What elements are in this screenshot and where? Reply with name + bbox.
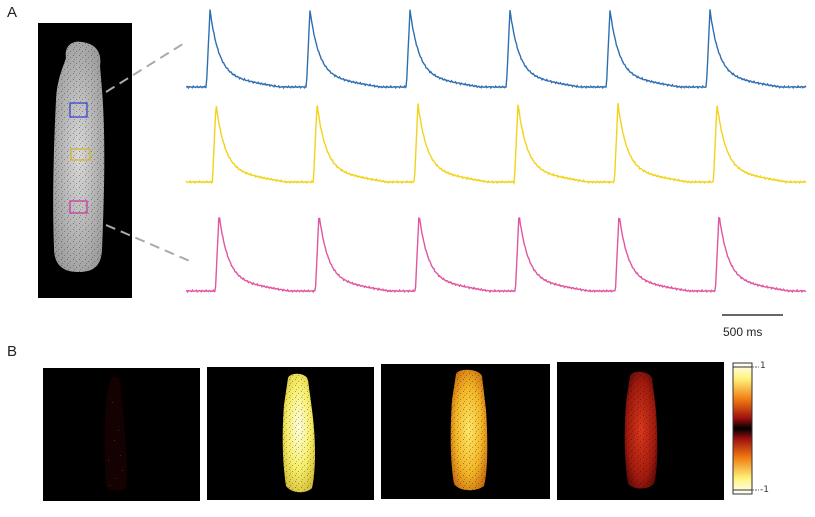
roi-yellow[interactable] bbox=[70, 148, 91, 161]
scale-bar-label: 500 ms bbox=[723, 325, 763, 339]
map-panel-1 bbox=[43, 368, 200, 501]
trace-3 bbox=[185, 216, 807, 294]
roi-magenta[interactable] bbox=[69, 200, 88, 214]
map-panel-2 bbox=[207, 367, 374, 500]
trace-2 bbox=[185, 103, 807, 186]
map-panel-3 bbox=[381, 364, 550, 499]
roi-blue[interactable] bbox=[69, 102, 88, 118]
map-panel-4 bbox=[557, 362, 724, 500]
trace-1 bbox=[185, 9, 807, 90]
cell-image-panel bbox=[38, 23, 132, 298]
cell-body-speckle bbox=[53, 41, 105, 272]
panel-label-b: B bbox=[7, 343, 18, 360]
colorbar-max-label: 1 bbox=[760, 361, 766, 371]
colorbar-min-label: -1 bbox=[760, 485, 769, 495]
traces bbox=[185, 9, 807, 294]
panel-label-a: A bbox=[7, 4, 18, 21]
colorbar bbox=[732, 362, 759, 495]
